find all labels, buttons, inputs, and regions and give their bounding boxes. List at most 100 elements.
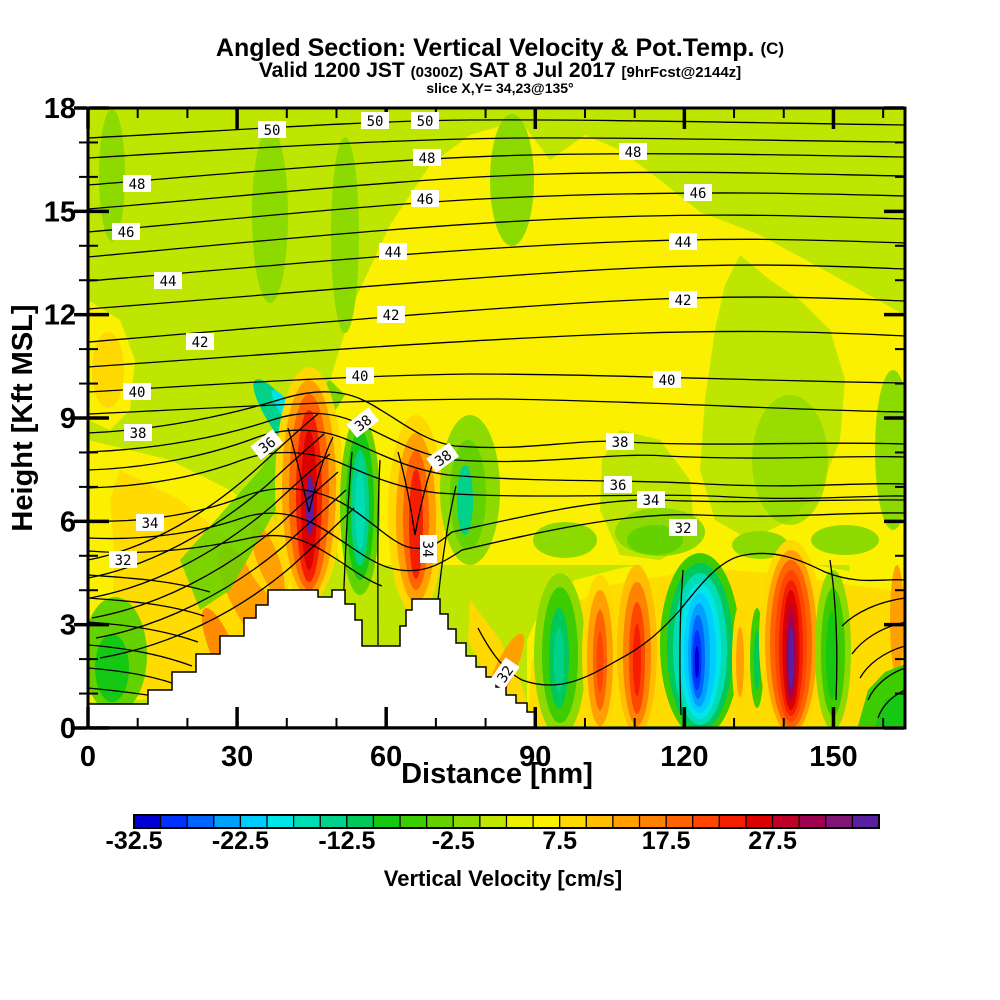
svg-text:48: 48 bbox=[419, 151, 436, 167]
y-axis-tick-labels: 0 3 6 9 12 15 18 bbox=[44, 93, 76, 745]
colorbar-segment bbox=[293, 814, 321, 829]
contour-label: 32 bbox=[669, 519, 697, 537]
y-tick-label: 9 bbox=[60, 403, 76, 435]
colorbar-tick-label: -22.5 bbox=[212, 827, 269, 855]
contour-label: 38 bbox=[606, 433, 634, 451]
colorbar-segment bbox=[399, 814, 428, 829]
y-tick-label: 0 bbox=[60, 713, 76, 745]
x-tick-label: 60 bbox=[370, 741, 402, 773]
colorbar-tick-label: -2.5 bbox=[432, 827, 475, 855]
colorbar-tick-label: 17.5 bbox=[642, 827, 691, 855]
svg-text:32: 32 bbox=[115, 553, 132, 569]
colorbar-segment bbox=[160, 814, 188, 829]
contour-label: 42 bbox=[669, 291, 697, 309]
isentrope-lines bbox=[88, 119, 905, 719]
contour-label: 46 bbox=[112, 223, 140, 241]
y-tick-label: 15 bbox=[44, 196, 76, 228]
contour-label: 46 bbox=[684, 184, 712, 202]
svg-text:42: 42 bbox=[383, 308, 400, 324]
contour-label: 34 bbox=[637, 491, 665, 509]
svg-text:38: 38 bbox=[612, 435, 629, 451]
colorbar-segment bbox=[851, 814, 880, 829]
colorbar-segment bbox=[479, 814, 508, 829]
svg-text:46: 46 bbox=[118, 225, 135, 241]
contour-label: 44 bbox=[669, 233, 697, 251]
colorbar-tick-label: -32.5 bbox=[106, 827, 163, 855]
colorbar-segment bbox=[825, 814, 853, 829]
colorbar-segment bbox=[505, 814, 534, 829]
svg-text:34: 34 bbox=[419, 541, 435, 558]
colorbar-segment bbox=[372, 814, 401, 829]
y-tick-label: 6 bbox=[60, 506, 76, 538]
page-title: Angled Section: Vertical Velocity & Pot.… bbox=[216, 34, 784, 62]
terrain-silhouette bbox=[88, 589, 537, 728]
svg-text:44: 44 bbox=[160, 274, 177, 290]
contour-label: 46 bbox=[411, 190, 439, 208]
slice-label: slice X,Y= 34,23@135° bbox=[426, 80, 573, 96]
contour-label: 40 bbox=[346, 367, 374, 385]
colorbar-segment bbox=[612, 814, 641, 829]
colorbar-border bbox=[133, 814, 880, 829]
colorbar-segment bbox=[798, 814, 827, 829]
contour-label: 34 bbox=[419, 535, 437, 563]
contour-label: 48 bbox=[123, 175, 151, 193]
contour-label: 32 bbox=[489, 657, 520, 691]
colorbar-tick-label: -12.5 bbox=[318, 827, 375, 855]
contour-label: 42 bbox=[186, 333, 214, 351]
x-tick-label: 0 bbox=[80, 741, 96, 773]
x-tick-label: 120 bbox=[660, 741, 708, 773]
colorbar-segment bbox=[692, 814, 720, 829]
valid-time-subtitle: Valid 1200 JST (0300Z) SAT 8 Jul 2017 [9… bbox=[259, 59, 741, 82]
x-tick-label: 150 bbox=[809, 741, 857, 773]
contour-label: 38 bbox=[426, 442, 460, 473]
contour-label: 36 bbox=[604, 476, 632, 494]
y-tick-label: 18 bbox=[44, 93, 76, 125]
svg-text:48: 48 bbox=[625, 145, 642, 161]
svg-text:32: 32 bbox=[494, 663, 517, 686]
contour-label: 44 bbox=[379, 243, 407, 261]
svg-text:48: 48 bbox=[129, 177, 146, 193]
svg-text:34: 34 bbox=[643, 493, 660, 509]
x-axis-title: Distance [nm] bbox=[401, 758, 593, 790]
colorbar-title: Vertical Velocity [cm/s] bbox=[384, 866, 622, 891]
colorbar-segment bbox=[266, 814, 295, 829]
contour-label: 44 bbox=[154, 272, 182, 290]
svg-text:38: 38 bbox=[130, 426, 147, 442]
x-axis-tick-labels: 0 30 60 90 120 150 bbox=[80, 741, 858, 773]
contour-label: 32 bbox=[109, 551, 137, 569]
svg-text:40: 40 bbox=[659, 373, 676, 389]
svg-text:46: 46 bbox=[417, 192, 434, 208]
svg-text:42: 42 bbox=[675, 293, 692, 309]
svg-text:42: 42 bbox=[192, 335, 209, 351]
svg-text:38: 38 bbox=[432, 447, 455, 470]
x-tick-label: 90 bbox=[519, 741, 551, 773]
svg-text:40: 40 bbox=[352, 369, 369, 385]
svg-text:50: 50 bbox=[417, 114, 434, 130]
contour-label: 42 bbox=[377, 306, 405, 324]
contour-label: 40 bbox=[123, 383, 151, 401]
svg-text:46: 46 bbox=[690, 186, 707, 202]
colorbar-tick-label: 27.5 bbox=[748, 827, 797, 855]
x-tick-label: 30 bbox=[221, 741, 253, 773]
svg-text:44: 44 bbox=[675, 235, 692, 251]
contour-label: 34 bbox=[136, 514, 164, 532]
y-tick-label: 3 bbox=[60, 610, 76, 642]
contour-label: 50 bbox=[258, 121, 286, 139]
colorbar-segment bbox=[718, 814, 747, 829]
svg-text:50: 50 bbox=[264, 123, 281, 139]
contour-label: 50 bbox=[361, 112, 389, 130]
svg-text:36: 36 bbox=[610, 478, 627, 494]
svg-text:32: 32 bbox=[675, 521, 692, 537]
contour-value-labels: 50 50 50 48 48 48 46 46 46 44 44 44 42 42 42 40 40 40 38 38… bbox=[109, 112, 712, 691]
colorbar-segment bbox=[585, 814, 614, 829]
y-axis-title: Height [Kft MSL] bbox=[7, 304, 39, 531]
contour-label: 50 bbox=[411, 112, 439, 130]
contour-label: 48 bbox=[619, 143, 647, 161]
svg-text:44: 44 bbox=[385, 245, 402, 261]
contour-label: 38 bbox=[124, 424, 152, 442]
colorbar: -32.5 -22.5 -12.5 -2.5 7.5 17.5 27.5 bbox=[106, 814, 880, 855]
y-tick-label: 12 bbox=[44, 300, 76, 332]
contour-label: 40 bbox=[653, 371, 681, 389]
